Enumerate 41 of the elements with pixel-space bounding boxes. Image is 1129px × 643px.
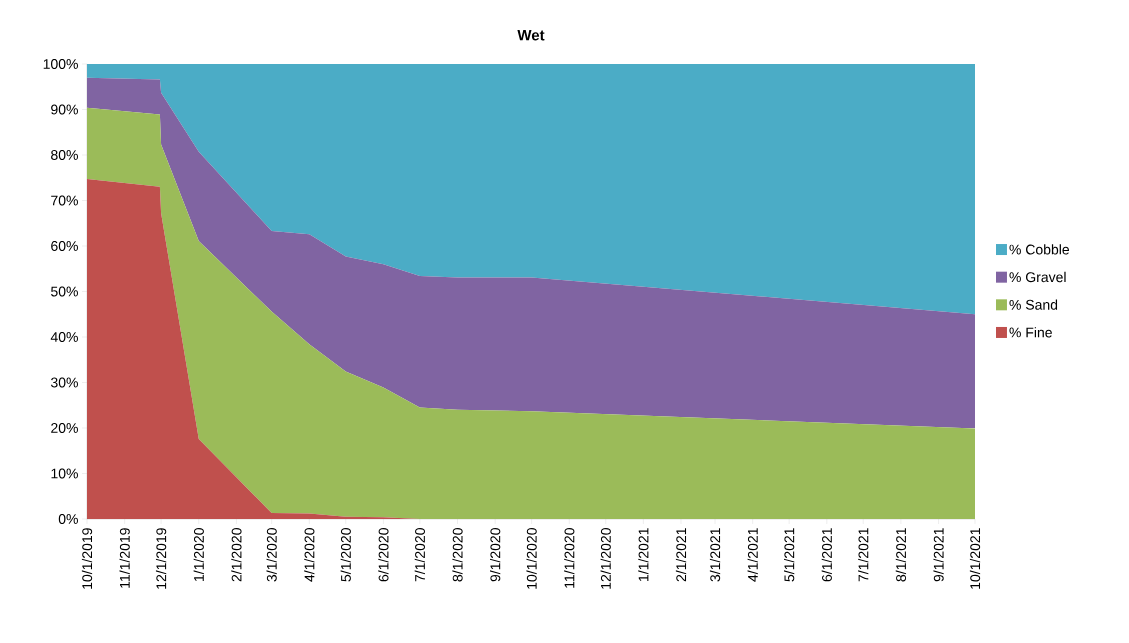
y-tick-label: 100% [43, 59, 78, 69]
x-tick-label: 10/1/2020 [526, 528, 537, 589]
legend-label: % Cobble [1009, 244, 1070, 255]
x-tick-label: 9/1/2020 [490, 528, 501, 582]
x-tick-label: 10/1/2021 [969, 528, 981, 589]
y-tick-label: 60% [51, 241, 78, 251]
x-tick-label: 2/1/2021 [675, 528, 687, 582]
x-tick-label: 11/1/2020 [564, 528, 575, 588]
x-tick-label: 1/1/2021 [638, 528, 649, 581]
x-tick-label: 5/1/2020 [340, 528, 351, 582]
x-tick-label: 7/1/2020 [414, 528, 425, 582]
x-tick-label: 3/1/2020 [266, 528, 277, 582]
x-tick-label: 4/1/2020 [304, 528, 315, 582]
x-tick-label: 4/1/2021 [747, 528, 758, 582]
y-tick-label: 70% [51, 195, 78, 206]
x-tick-label: 8/1/2020 [452, 528, 463, 582]
x-tick-label: 6/1/2021 [821, 528, 832, 582]
x-tick-label: 1/1/2020 [193, 528, 204, 581]
y-tick-label: 80% [51, 150, 78, 160]
y-tick-label: 30% [50, 377, 78, 388]
x-tick-label: 3/1/2021 [709, 528, 721, 582]
x-tick-label: 9/1/2021 [933, 528, 944, 582]
legend-label: % Sand [1009, 299, 1058, 310]
chart-title: Wet [517, 30, 545, 41]
y-tick-label: 20% [51, 423, 78, 433]
x-tick-label: 2/1/2020 [231, 528, 242, 582]
y-tick-label: 10% [51, 468, 78, 479]
x-tick-label: 11/1/2019 [119, 528, 130, 588]
x-tick-label: 5/1/2021 [784, 528, 795, 582]
y-tick-label: 90% [51, 104, 78, 115]
legend-label: % Fine [1009, 327, 1052, 338]
x-tick-label: 7/1/2021 [858, 528, 869, 582]
y-tick-label: 40% [50, 332, 78, 342]
x-tick-label: 12/1/2019 [155, 528, 167, 589]
x-tick-label: 8/1/2021 [895, 528, 907, 582]
y-tick-label: 0% [58, 514, 78, 524]
legend-label: % Gravel [1009, 271, 1066, 283]
y-tick-label: 50% [51, 286, 78, 297]
x-tick-label: 12/1/2020 [600, 528, 611, 589]
x-tick-label: 6/1/2020 [378, 528, 389, 582]
x-tick-label: 10/1/2019 [81, 528, 93, 589]
